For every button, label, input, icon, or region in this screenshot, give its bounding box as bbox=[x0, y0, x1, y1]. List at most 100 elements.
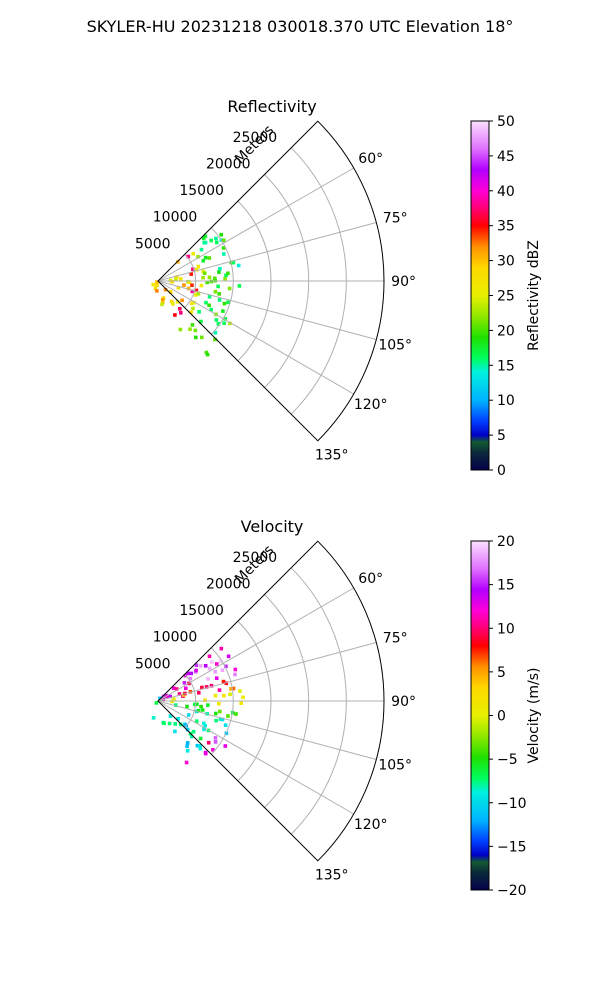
radar-cell bbox=[199, 247, 204, 252]
radar-cell bbox=[194, 668, 198, 673]
radar-cell bbox=[190, 283, 194, 287]
radar-cell bbox=[185, 749, 190, 753]
radar-cell bbox=[206, 677, 210, 681]
radar-cell bbox=[222, 301, 227, 306]
radar-cell bbox=[224, 681, 229, 686]
radar-cell bbox=[215, 662, 219, 666]
radar-cell bbox=[185, 744, 189, 749]
radar-cell bbox=[214, 236, 218, 241]
radar-cell bbox=[222, 238, 226, 243]
radar-cell bbox=[176, 717, 180, 721]
radar-cell bbox=[221, 309, 225, 313]
radar-cell bbox=[189, 671, 193, 676]
radar-cell bbox=[174, 703, 178, 707]
radar-cell bbox=[200, 708, 205, 712]
radar-cell bbox=[209, 238, 213, 243]
radar-cell bbox=[165, 694, 170, 699]
radar-cell bbox=[153, 286, 158, 291]
colorbar-tick-label: 10 bbox=[497, 621, 515, 637]
azimuth-tick-label: 120° bbox=[354, 817, 388, 833]
colorbar-tick-label: 45 bbox=[497, 149, 515, 165]
radar-cell bbox=[228, 692, 232, 697]
radial-tick-label: 5000 bbox=[135, 656, 171, 672]
radar-cell bbox=[207, 666, 212, 671]
radar-cell bbox=[194, 268, 199, 272]
panel-reflectivity: Reflectivity500010000150002000025000Mete… bbox=[135, 97, 542, 479]
radar-cell bbox=[161, 300, 165, 304]
radar-cell bbox=[209, 307, 213, 312]
azimuth-tick-label: 90° bbox=[391, 694, 416, 710]
radar-cell bbox=[202, 721, 206, 726]
radar-cell bbox=[186, 713, 191, 717]
radar-cell bbox=[234, 712, 238, 716]
colorbar-tick-label: −20 bbox=[497, 883, 527, 899]
radar-cell bbox=[223, 744, 228, 748]
radial-tick-label: 20000 bbox=[206, 577, 251, 593]
radar-cell bbox=[196, 292, 201, 296]
radar-field bbox=[151, 646, 245, 765]
panels: Reflectivity500010000150002000025000Mete… bbox=[135, 97, 542, 899]
radar-cell bbox=[217, 298, 222, 302]
radar-cell bbox=[213, 740, 218, 744]
radar-cell bbox=[231, 686, 236, 691]
radar-cell bbox=[178, 307, 182, 311]
colorbar-tick-label: −15 bbox=[497, 839, 527, 855]
radar-cell bbox=[217, 688, 222, 692]
radar-cell bbox=[224, 273, 228, 278]
azimuth-gridline bbox=[157, 642, 377, 702]
radial-tick-label: 10000 bbox=[153, 630, 198, 646]
radar-cell bbox=[218, 659, 223, 663]
panel-title: Reflectivity bbox=[227, 97, 316, 116]
radar-cell bbox=[185, 704, 189, 709]
colorbar-ramp bbox=[470, 120, 490, 471]
azimuth-tick-label: 60° bbox=[358, 151, 383, 167]
colorbar-tick-label: 15 bbox=[497, 358, 515, 374]
radar-cell bbox=[191, 729, 196, 734]
radar-cell bbox=[213, 669, 217, 674]
radar-cell bbox=[222, 321, 226, 325]
azimuth-tick-label: 135° bbox=[315, 868, 349, 884]
radar-cell bbox=[197, 691, 201, 695]
radar-cell bbox=[213, 289, 218, 294]
radar-cell bbox=[219, 646, 224, 651]
radar-cell bbox=[192, 702, 197, 707]
radar-cell bbox=[206, 703, 210, 707]
radar-cell bbox=[217, 701, 221, 706]
azimuth-tick-label: 105° bbox=[378, 338, 412, 354]
azimuth-tick-label: 135° bbox=[315, 448, 349, 464]
radar-cell bbox=[173, 313, 177, 317]
radial-tick-label: 25000 bbox=[233, 130, 278, 146]
radial-tick-label: 20000 bbox=[206, 157, 251, 173]
radar-cell bbox=[160, 298, 165, 302]
radar-cell bbox=[191, 252, 195, 256]
radar-cell bbox=[226, 714, 230, 718]
radar-cell bbox=[205, 280, 209, 285]
azimuth-tick-label: 105° bbox=[378, 758, 412, 774]
colorbar-label: Reflectivity dBZ bbox=[526, 240, 542, 351]
radar-cell bbox=[154, 701, 159, 705]
radar-cell bbox=[221, 679, 226, 684]
radar-cell bbox=[176, 285, 181, 290]
radar-cell bbox=[204, 751, 208, 756]
radar-cell bbox=[155, 280, 159, 284]
radar-cell bbox=[186, 254, 190, 259]
azimuth-gridline bbox=[157, 222, 377, 282]
azimuth-tick-label: 75° bbox=[383, 210, 408, 226]
radar-cell bbox=[184, 686, 188, 691]
radar-cell bbox=[227, 286, 232, 291]
radar-cell bbox=[191, 300, 196, 305]
radar-cell bbox=[196, 255, 200, 259]
colorbar-ramp bbox=[470, 540, 490, 891]
radar-cell bbox=[190, 323, 195, 327]
radar-cell bbox=[214, 676, 219, 680]
radar-cell bbox=[213, 330, 218, 335]
radar-cell bbox=[167, 721, 172, 726]
radar-cell bbox=[203, 240, 208, 245]
radar-cell bbox=[198, 746, 203, 751]
radar-field bbox=[151, 232, 242, 357]
radar-cell bbox=[218, 266, 222, 271]
radar-cell bbox=[223, 276, 227, 281]
colorbar-tick-label: 5 bbox=[497, 665, 506, 681]
radar-cell bbox=[177, 692, 182, 696]
